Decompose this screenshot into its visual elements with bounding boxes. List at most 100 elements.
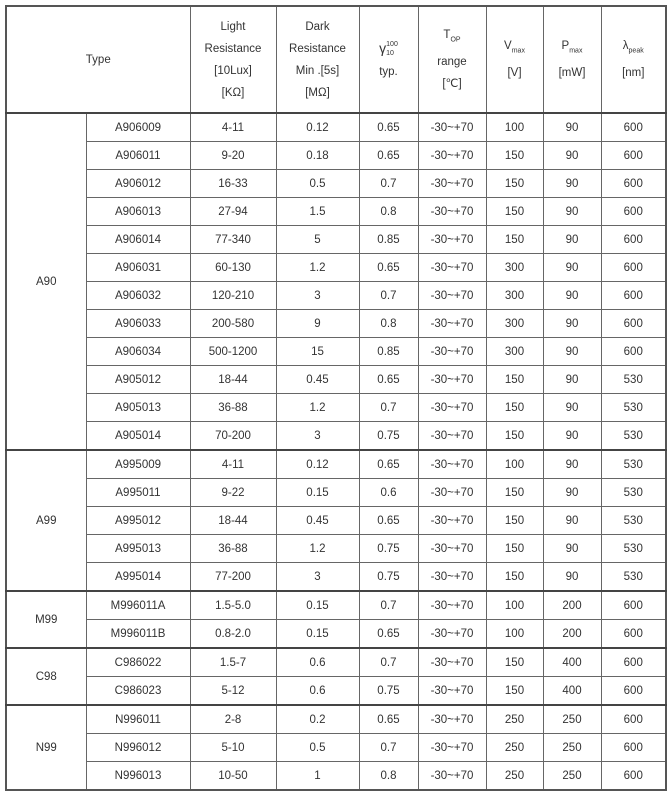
table-cell: -30~+70: [417, 676, 487, 706]
table-cell: 600: [600, 619, 667, 649]
table-cell: 10-50: [189, 761, 277, 791]
table-cell: 90: [542, 421, 602, 451]
table-cell: 0.65: [358, 449, 419, 479]
table-cell: -30~+70: [417, 590, 487, 620]
part-number: A995013: [85, 534, 191, 563]
table-cell: 250: [485, 733, 544, 762]
table-cell: -30~+70: [417, 197, 487, 226]
table-row: N996013 10-50 1 0.8 -30~+70 250 250 600: [6, 761, 667, 791]
table-cell: 600: [600, 197, 667, 226]
table-cell: 150: [485, 225, 544, 254]
table-cell: 0.15: [275, 619, 360, 649]
table-row: A906014 77-340 5 0.85 -30~+70 150 90 600: [6, 225, 667, 254]
table-cell: 0.85: [358, 337, 419, 366]
table-cell: 0.15: [275, 478, 360, 507]
table-cell: 530: [600, 449, 667, 479]
table-cell: -30~+70: [417, 761, 487, 791]
header-dark-resistance: Dark Resistance Min .[5s] [MΩ]: [275, 5, 360, 114]
table-cell: 77-340: [189, 225, 277, 254]
table-cell: 300: [485, 281, 544, 310]
table-cell: 530: [600, 393, 667, 422]
table-cell: 100: [485, 449, 544, 479]
table-cell: 36-88: [189, 393, 277, 422]
table-cell: 530: [600, 506, 667, 535]
table-cell: 150: [485, 141, 544, 170]
table-cell: 530: [600, 562, 667, 592]
table-cell: 530: [600, 478, 667, 507]
header-text: typ.: [379, 65, 398, 78]
table-row: A905014 70-200 3 0.75 -30~+70 150 90 530: [6, 421, 667, 451]
table-row: N996012 5-10 0.5 0.7 -30~+70 250 250 600: [6, 733, 667, 762]
header-gamma: γ100 10 typ.: [358, 5, 419, 114]
table-cell: 0.85: [358, 225, 419, 254]
table-cell: 300: [485, 253, 544, 282]
table-cell: 90: [542, 478, 602, 507]
header-text: P: [561, 39, 570, 52]
header-text: T: [443, 28, 451, 41]
table-cell: 600: [600, 141, 667, 170]
part-number: C986023: [85, 676, 191, 706]
table-cell: 90: [542, 506, 602, 535]
table-cell: 250: [542, 704, 602, 734]
table-cell: 27-94: [189, 197, 277, 226]
table-cell: -30~+70: [417, 619, 487, 649]
table-cell: -30~+70: [417, 562, 487, 592]
table-cell: 90: [542, 197, 602, 226]
table-cell: 150: [485, 197, 544, 226]
table-row: A906011 9-20 0.18 0.65 -30~+70 150 90 600: [6, 141, 667, 170]
header-type: Type: [5, 5, 191, 114]
table-cell: 0.6: [358, 478, 419, 507]
table-cell: -30~+70: [417, 365, 487, 394]
part-number: A995011: [85, 478, 191, 507]
table-cell: 600: [600, 253, 667, 282]
table-cell: 600: [600, 590, 667, 620]
table-cell: 1.2: [275, 393, 360, 422]
gamma-symbol: γ: [379, 39, 387, 56]
table-cell: 90: [542, 225, 602, 254]
table-cell: 90: [542, 112, 602, 142]
table-cell: 150: [485, 534, 544, 563]
table-row: A995011 9-22 0.15 0.6 -30~+70 150 90 530: [6, 478, 667, 507]
table-cell: 90: [542, 449, 602, 479]
table-cell: 150: [485, 676, 544, 706]
table-cell: 600: [600, 169, 667, 198]
table-cell: 600: [600, 112, 667, 142]
table-cell: 500-1200: [189, 337, 277, 366]
table-cell: 530: [600, 421, 667, 451]
part-number: A995012: [85, 506, 191, 535]
table-cell: 0.7: [358, 590, 419, 620]
table-cell: 1.2: [275, 534, 360, 563]
table-row: C98 C986022 1.5-7 0.6 0.7 -30~+70 150 400 600: [5, 647, 667, 706]
table-cell: 0.12: [275, 449, 360, 479]
table-cell: 0.65: [358, 365, 419, 394]
table-cell: 0.6: [275, 647, 360, 677]
part-number: A906011: [85, 141, 191, 170]
table-row: A995012 18-44 0.45 0.65 -30~+70 150 90 530: [6, 506, 667, 535]
part-number: A906034: [85, 337, 191, 366]
header-light-resistance: Light Resistance [10Lux] [KΩ]: [189, 5, 277, 114]
table-cell: 100: [485, 112, 544, 142]
table-cell: 0.7: [358, 281, 419, 310]
table-cell: 90: [542, 534, 602, 563]
header-sub: max: [569, 47, 583, 55]
header-text: [V]: [507, 67, 522, 80]
header-text: [nm]: [622, 67, 645, 80]
table-row: A906031 60-130 1.2 0.65 -30~+70 300 90 600: [6, 253, 667, 282]
table-cell: -30~+70: [417, 225, 487, 254]
table-cell: 4-11: [189, 449, 277, 479]
table-cell: 600: [600, 704, 667, 734]
table-cell: 0.7: [358, 169, 419, 198]
table-cell: 0.8: [358, 309, 419, 338]
group-name: A90: [5, 112, 87, 451]
table-cell: 0.65: [358, 506, 419, 535]
table-cell: 600: [600, 225, 667, 254]
table-cell: 0.65: [358, 112, 419, 142]
part-number: A906014: [85, 225, 191, 254]
table-cell: 60-130: [189, 253, 277, 282]
table-cell: 0.2: [275, 704, 360, 734]
table-cell: 600: [600, 761, 667, 791]
table-row: A906032 120-210 3 0.7 -30~+70 300 90 600: [6, 281, 667, 310]
table-cell: 0.18: [275, 141, 360, 170]
table-cell: 400: [542, 647, 602, 677]
table-cell: 36-88: [189, 534, 277, 563]
